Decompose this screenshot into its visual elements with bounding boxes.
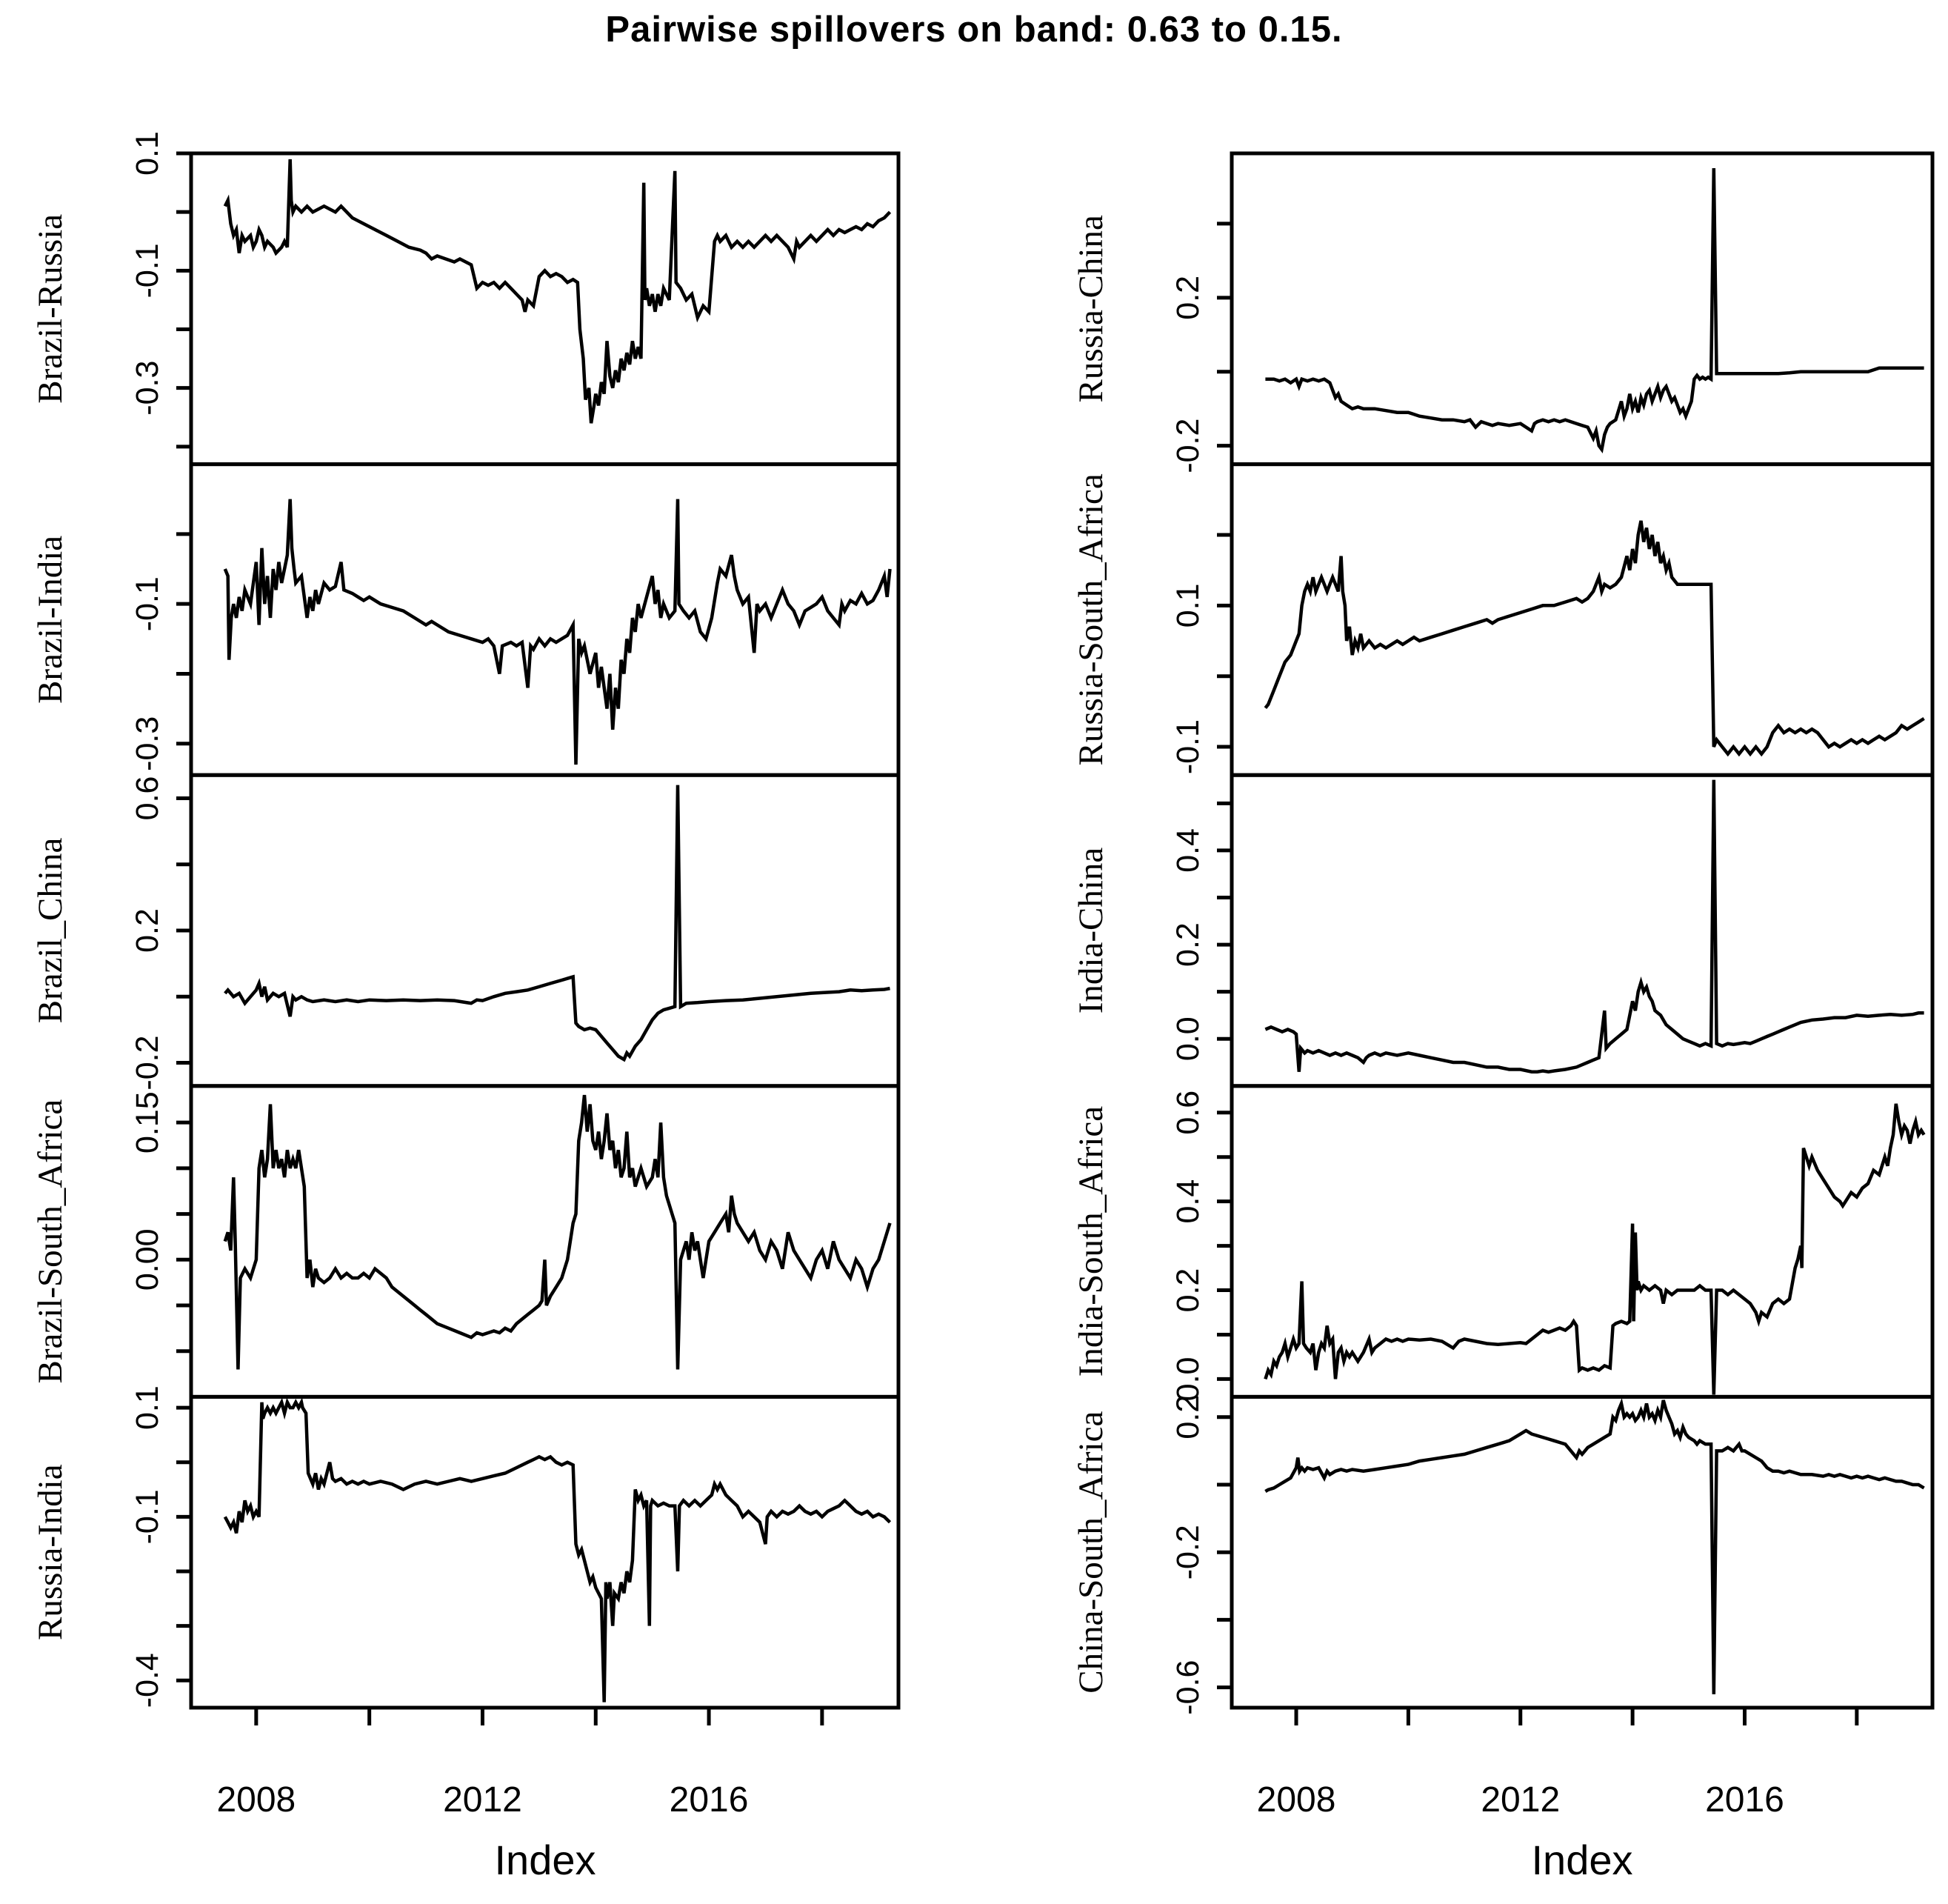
series-line-russia-south-africa <box>1264 520 1925 757</box>
y-tick-label-brazil-china: 0.6 <box>130 776 165 821</box>
y-tick-label-india-china: 0.0 <box>1170 1016 1206 1061</box>
y-tick-label-china-south-africa: -0.2 <box>1170 1525 1206 1580</box>
y-axis-title-india-south-africa: India-South_Africa <box>1072 1106 1110 1377</box>
y-axis-title-russia-india: Russia-India <box>31 1464 70 1640</box>
y-tick-label-india-south-africa: 0.2 <box>1170 1268 1206 1313</box>
x-axis-title-right: Index <box>1531 1837 1633 1883</box>
series-line-india-china <box>1264 779 1924 1074</box>
chart-title: Pairwise spillovers on band: 0.63 to 0.1… <box>605 10 1343 50</box>
y-tick-label-russia-india: -0.4 <box>130 1653 165 1708</box>
y-axis-title-china-south-africa: China-South_Africa <box>1072 1411 1110 1693</box>
y-axis-title-russia-south-africa: Russia-South_Africa <box>1072 473 1110 765</box>
series-line-india-south-africa <box>1264 1103 1926 1395</box>
x-tick-label: 2012 <box>443 1780 522 1820</box>
panel-box-brazil-russia <box>189 151 901 467</box>
y-axis-title-russia-china: Russia-China <box>1072 215 1110 402</box>
panel-box-brazil-china <box>189 773 901 1088</box>
x-tick-label: 2008 <box>1257 1780 1336 1820</box>
y-tick-label-russia-india: 0.1 <box>130 1385 165 1430</box>
y-tick-label-india-china: 0.2 <box>1170 922 1206 967</box>
y-axis-title-brazil-russia: Brazil-Russia <box>31 214 70 404</box>
y-tick-label-brazil-russia: -0.3 <box>130 361 165 416</box>
y-tick-label-russia-south-africa: -0.1 <box>1170 719 1206 774</box>
y-tick-label-india-south-africa: 0.0 <box>1170 1357 1206 1402</box>
y-tick-label-brazil-south-africa: 0.15 <box>130 1091 165 1154</box>
series-line-china-south-africa <box>1264 1397 1925 1694</box>
panel-box-russia-south-africa <box>1230 462 1935 777</box>
series-line-russia-china <box>1265 167 1924 453</box>
y-tick-label-india-china: 0.4 <box>1170 828 1206 873</box>
series-line-brazil-south-africa <box>223 1094 892 1370</box>
y-tick-label-russia-south-africa: 0.1 <box>1170 583 1206 628</box>
panel-box-russia-india <box>189 1394 901 1710</box>
series-line-brazil-china <box>224 785 890 1062</box>
x-tick-label: 2008 <box>216 1780 296 1820</box>
y-tick-label-china-south-africa: 0.2 <box>1170 1395 1206 1439</box>
panel-box-china-south-africa <box>1230 1394 1935 1710</box>
y-tick-label-brazil-south-africa: 0.00 <box>130 1228 165 1291</box>
panel-box-india-china <box>1230 773 1935 1088</box>
panel-box-russia-china <box>1230 151 1935 467</box>
y-tick-label-china-south-africa: -0.6 <box>1170 1660 1206 1715</box>
y-tick-label-brazil-india: -0.1 <box>130 576 165 631</box>
x-tick-label: 2012 <box>1481 1780 1560 1820</box>
panel-box-brazil-india <box>189 462 901 777</box>
y-tick-label-russia-india: -0.1 <box>130 1489 165 1544</box>
y-tick-label-india-south-africa: 0.4 <box>1170 1179 1206 1224</box>
x-axis-title-left: Index <box>494 1837 596 1883</box>
y-tick-label-russia-china: -0.2 <box>1170 419 1206 473</box>
y-tick-label-brazil-china: 0.2 <box>130 908 165 953</box>
y-tick-label-brazil-china: -0.2 <box>130 1035 165 1090</box>
y-tick-label-brazil-india: -0.3 <box>130 716 165 771</box>
series-line-brazil-russia <box>223 159 892 424</box>
y-axis-title-india-china: India-China <box>1072 848 1110 1014</box>
panel-box-india-south-africa <box>1230 1084 1935 1399</box>
y-tick-label-brazil-russia: -0.1 <box>130 243 165 298</box>
series-line-brazil-india <box>223 499 892 765</box>
series-line-russia-india <box>223 1397 892 1702</box>
y-axis-title-brazil-south-africa: Brazil-South_Africa <box>31 1099 70 1384</box>
y-tick-label-brazil-russia: 0.1 <box>130 131 165 176</box>
x-tick-label: 2016 <box>670 1780 749 1820</box>
y-axis-title-brazil-china: Brazil_China <box>31 838 70 1024</box>
y-tick-label-russia-china: 0.2 <box>1170 276 1206 320</box>
y-axis-title-brazil-india: Brazil-India <box>31 536 70 704</box>
x-tick-label: 2016 <box>1705 1780 1784 1820</box>
y-tick-label-india-south-africa: 0.6 <box>1170 1091 1206 1135</box>
